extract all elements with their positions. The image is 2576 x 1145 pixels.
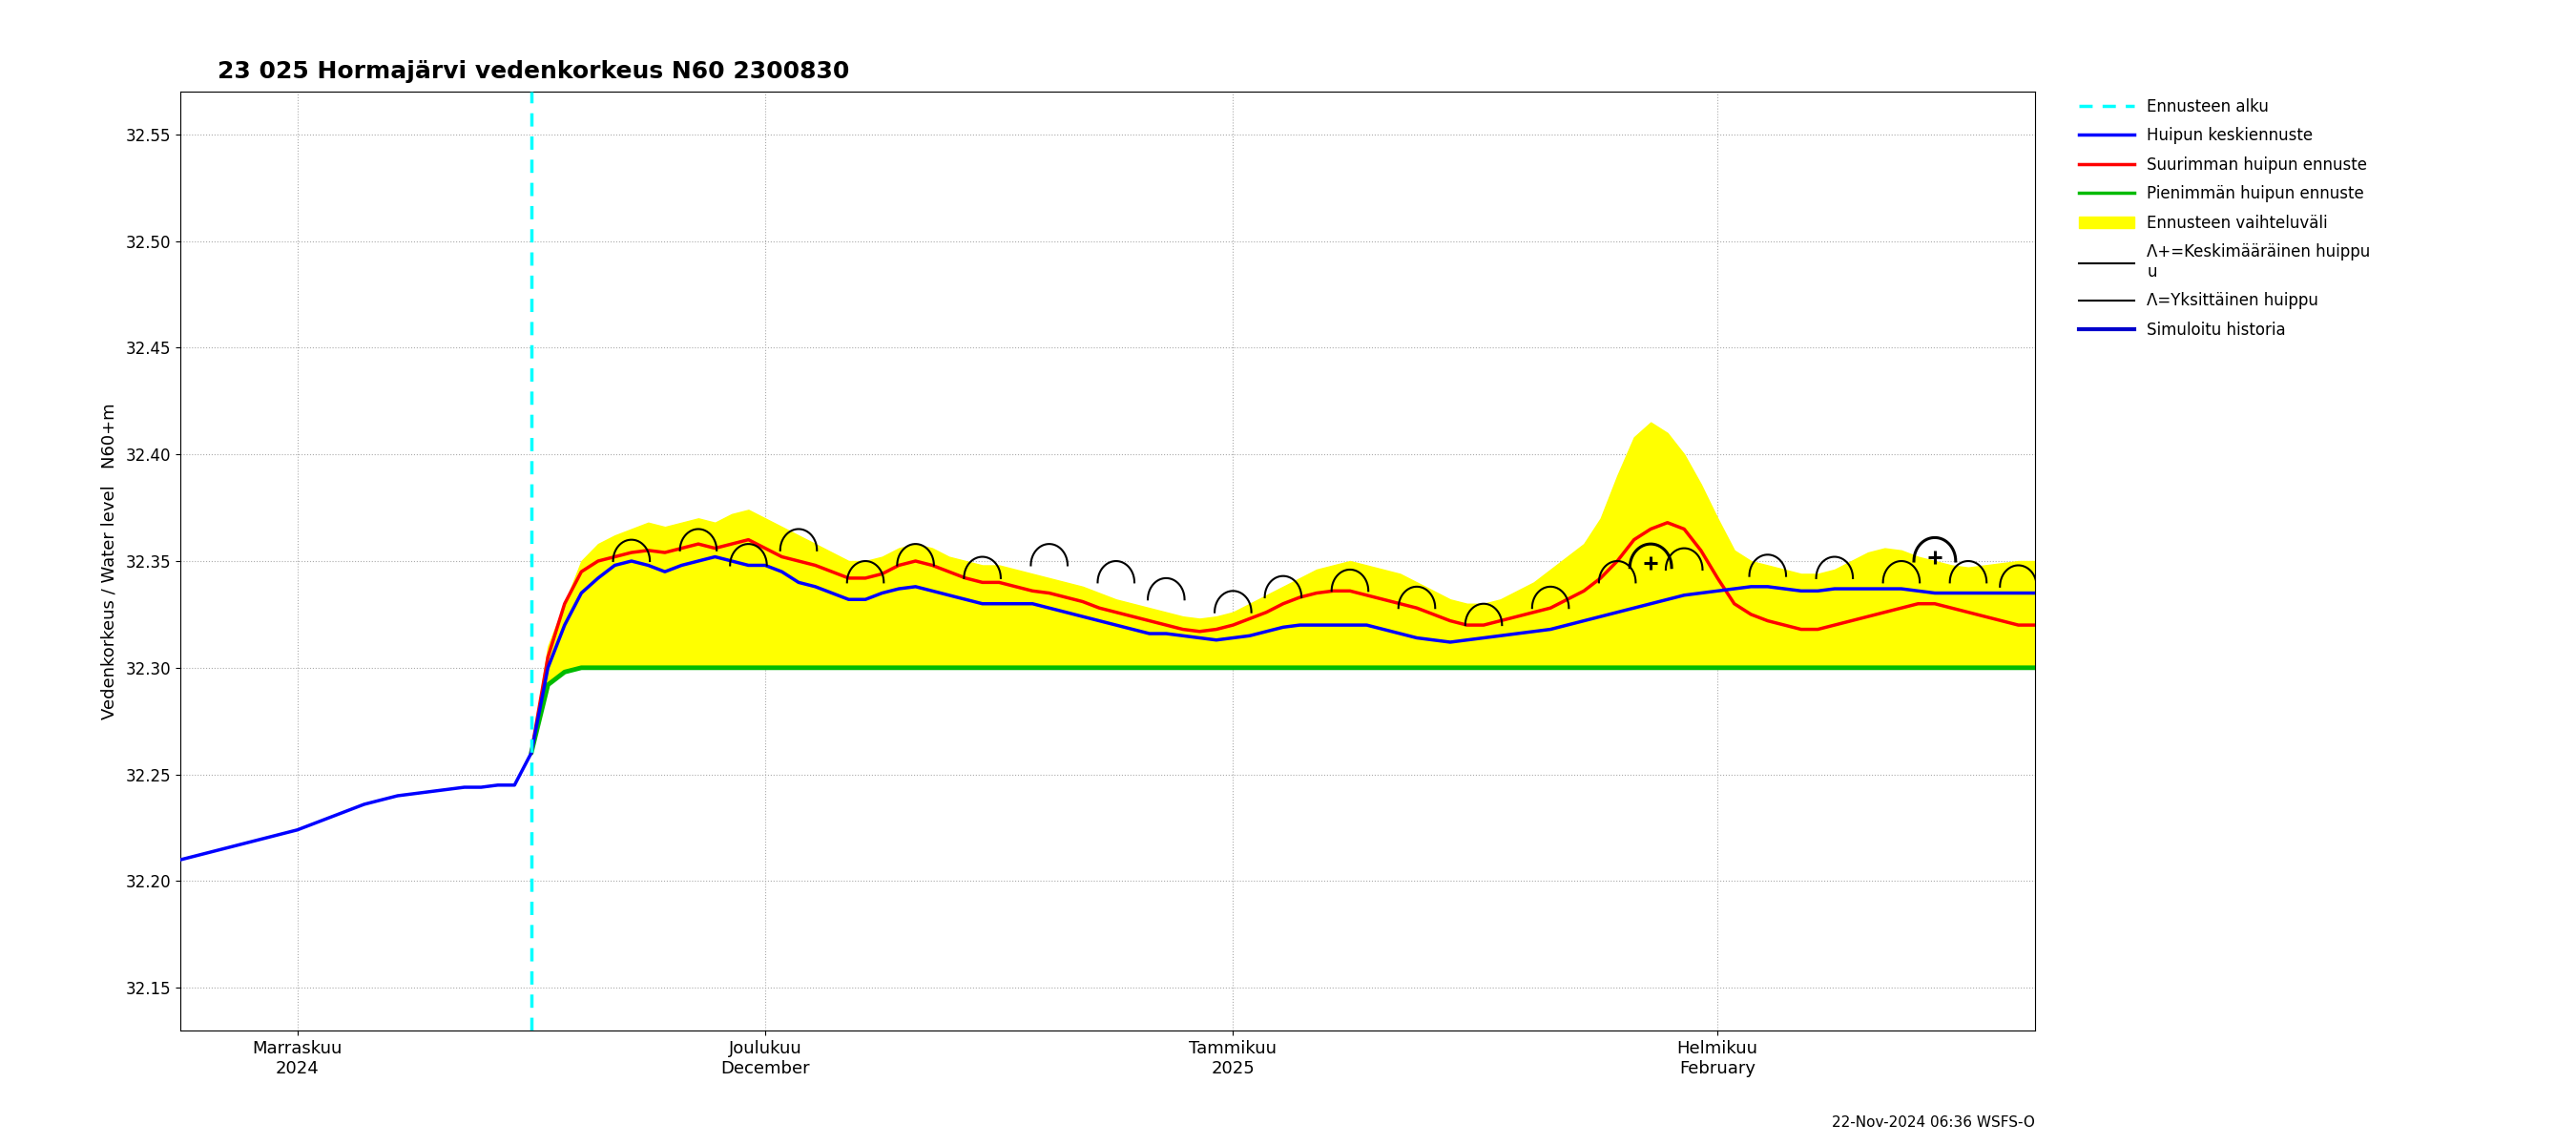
Text: 23 025 Hormajärvi vedenkorkeus N60 2300830: 23 025 Hormajärvi vedenkorkeus N60 23008… [216, 61, 850, 84]
Y-axis label: Vedenkorkeus / Water level   N60+m: Vedenkorkeus / Water level N60+m [100, 403, 118, 719]
Text: 22-Nov-2024 06:36 WSFS-O: 22-Nov-2024 06:36 WSFS-O [1832, 1115, 2035, 1129]
Legend: Ennusteen alku, Huipun keskiennuste, Suurimman huipun ennuste, Pienimmän huipun : Ennusteen alku, Huipun keskiennuste, Suu… [2071, 92, 2378, 345]
